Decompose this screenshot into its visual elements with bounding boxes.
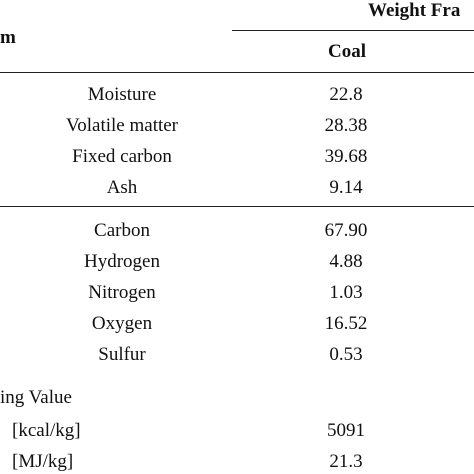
row-label: Ash — [106, 177, 138, 198]
row-value: 1.03 — [329, 282, 363, 303]
row-value: 5091 — [327, 420, 365, 441]
row-value: 0.53 — [329, 344, 363, 365]
row-label: Carbon — [94, 220, 150, 241]
row-value: 21.3 — [329, 451, 363, 472]
row-label: Volatile matter — [65, 115, 179, 136]
row-value: 4.88 — [329, 251, 363, 272]
column-header: Coal — [328, 41, 366, 62]
row-label: Fixed carbon — [72, 146, 172, 167]
row-label: Moisture — [87, 84, 157, 105]
row-label: Nitrogen — [88, 282, 156, 303]
row-value: 22.8 — [329, 84, 363, 105]
row-value: 39.68 — [324, 146, 368, 167]
row-label: Sulfur — [98, 344, 146, 365]
row-label: Oxygen — [91, 313, 153, 334]
group-header: Weight Fra — [368, 0, 461, 21]
rule — [0, 206, 474, 207]
row-value: 28.38 — [324, 115, 368, 136]
row-value: 67.90 — [324, 220, 368, 241]
row-label: [MJ/kg] — [12, 451, 74, 472]
row-value: 16.52 — [324, 313, 368, 334]
row-label: Hydrogen — [84, 251, 160, 272]
section-title: ing Value — [0, 387, 72, 408]
rule — [232, 30, 474, 31]
item-header: m — [0, 27, 16, 48]
row-value: 9.14 — [329, 177, 363, 198]
row-label: [kcal/kg] — [12, 420, 81, 441]
rule — [0, 72, 474, 73]
